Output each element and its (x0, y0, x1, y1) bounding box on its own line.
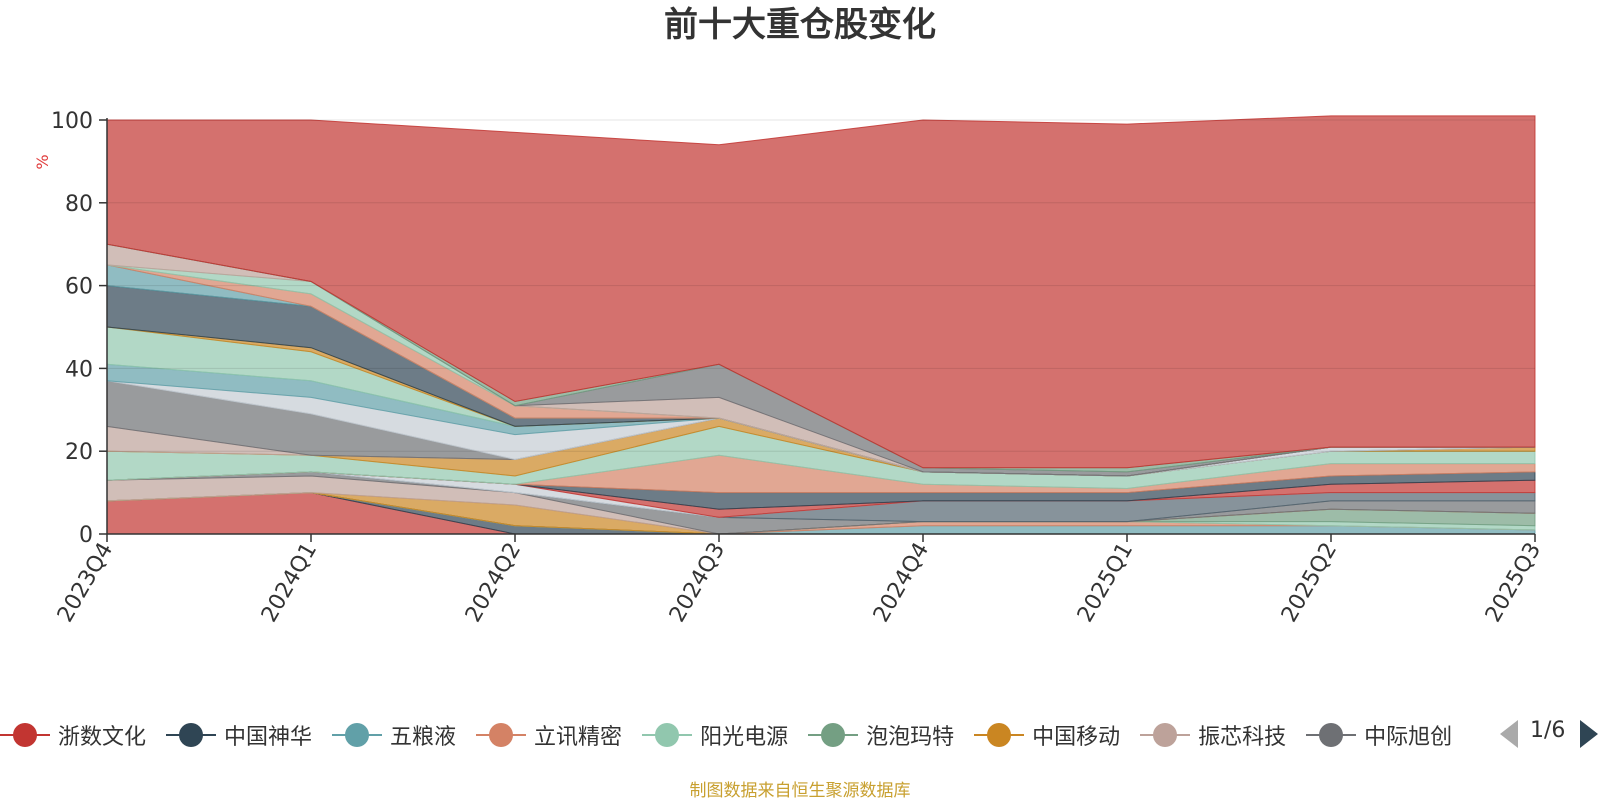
legend-item-0[interactable]: 浙数文化 (0, 710, 146, 760)
area-series-29 (106, 115, 1536, 469)
source-note: 制图数据来自恒生聚源数据库 (689, 781, 911, 801)
legend-prev-page-arrow-icon[interactable] (1500, 720, 1518, 748)
legend-item-8[interactable]: 中际旭创 (1306, 710, 1452, 760)
x-tick-label-6: 2025Q2 (1277, 539, 1342, 627)
legend-label: 泡泡玛特 (866, 725, 955, 750)
legend: 浙数文化 中国神华 五粮液 立讯精密 阳光电源 泡泡玛特 中国移动 振芯科技 中际旭创 (0, 710, 1480, 760)
x-tick-label-2: 2024Q2 (461, 539, 526, 627)
legend-pager: 1/6 (1500, 716, 1600, 752)
legend-marker-icon (1140, 720, 1191, 750)
legend-label: 浙数文化 (58, 725, 147, 750)
legend-marker-icon (332, 720, 383, 750)
legend-item-1[interactable]: 中国神华 (166, 710, 312, 760)
y-tick-label-1: 20 (65, 440, 93, 465)
legend-item-5[interactable]: 泡泡玛特 (808, 710, 954, 760)
legend-label: 五粮液 (390, 725, 457, 750)
legend-marker-icon (476, 720, 527, 750)
legend-label: 阳光电源 (700, 725, 789, 750)
legend-next-page-arrow-icon[interactable] (1580, 720, 1598, 748)
areas-layer (106, 115, 1536, 535)
legend-marker-icon (974, 720, 1025, 750)
legend-marker-icon (808, 720, 859, 750)
legend-item-3[interactable]: 立讯精密 (476, 710, 622, 760)
x-tick-label-4: 2024Q4 (869, 539, 934, 627)
x-tick-label-1: 2024Q1 (257, 539, 322, 627)
legend-label: 振芯科技 (1198, 725, 1287, 750)
legend-page-indicator: 1/6 (1530, 718, 1566, 743)
chart-title: 前十大重仓股变化 (664, 5, 936, 45)
y-tick-label-0: 0 (79, 523, 93, 548)
stacked-area-chart: 0 20 40 60 80 100 2023Q4 2024Q1 2024Q2 2024Q3 2024… (33, 109, 1546, 627)
legend-item-2[interactable]: 五粮液 (332, 710, 456, 760)
legend-marker-icon (0, 720, 50, 750)
legend-item-4[interactable]: 阳光电源 (642, 710, 788, 760)
legend-label: 中际旭创 (1364, 725, 1453, 750)
legend-label: 中国移动 (1032, 725, 1121, 750)
legend-label: 立讯精密 (534, 725, 623, 750)
grid-layer (107, 119, 1535, 452)
y-axis-label: % (33, 154, 52, 169)
legend-item-6[interactable]: 中国移动 (974, 710, 1120, 760)
legend-marker-icon (642, 720, 693, 750)
legend-marker-icon (1306, 720, 1357, 750)
x-tick-label-0: 2023Q4 (53, 539, 118, 627)
legend-label: 中国神华 (224, 725, 313, 750)
x-tick-label-3: 2024Q3 (665, 539, 730, 627)
y-tick-label-5: 100 (51, 109, 93, 134)
y-tick-label-3: 60 (65, 275, 93, 300)
x-tick-label-5: 2025Q1 (1073, 539, 1138, 627)
x-tick-label-7: 2025Q3 (1481, 539, 1546, 627)
legend-item-7[interactable]: 振芯科技 (1140, 710, 1286, 760)
y-tick-label-2: 40 (65, 357, 93, 382)
legend-marker-icon (166, 720, 217, 750)
y-tick-label-4: 80 (65, 192, 93, 217)
